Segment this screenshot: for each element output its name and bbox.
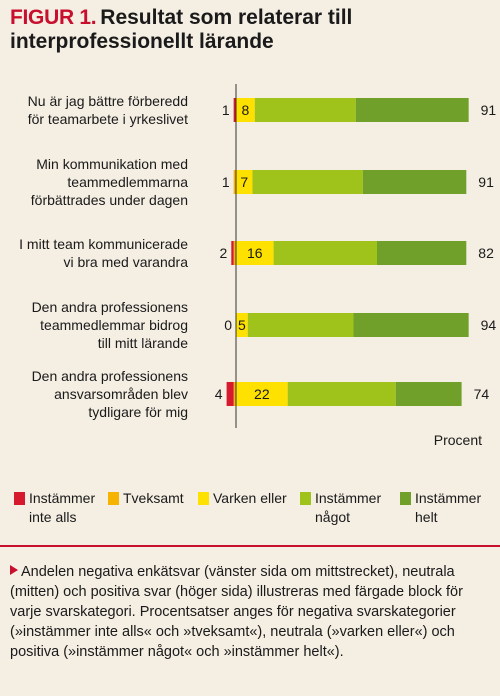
- category-label-0-1: för teamarbete i yrkeslivet: [28, 111, 188, 127]
- negative-label-4: 4: [215, 386, 223, 402]
- legend-swatch-0: [14, 492, 25, 505]
- bar-instammer-inte-alls-0: [233, 98, 236, 122]
- bar-varken-eller-2: [236, 241, 274, 265]
- footnote-text: Andelen negativa enkätsvar (vänster sida…: [10, 564, 463, 660]
- bar-instammer-helt-0: [355, 98, 469, 122]
- legend-label-1-0: Tveksamt: [123, 490, 184, 506]
- neutral-label-1: 7: [240, 174, 248, 190]
- neutral-label-3: 5: [238, 317, 246, 333]
- bar-instammer-nagot-3: [247, 313, 354, 337]
- category-label-1-0: Min kommunikation med: [36, 156, 188, 172]
- category-label-3-0: Den andra professionens: [32, 299, 188, 315]
- bar-instammer-inte-alls-4: [226, 382, 234, 406]
- legend-label-0-1: inte alls: [29, 509, 76, 525]
- category-label-0-0: Nu är jag bättre förberedd: [28, 93, 188, 109]
- neutral-label-4: 22: [254, 386, 270, 402]
- category-label-4-2: tydligare för mig: [88, 404, 188, 420]
- legend-swatch-2: [198, 492, 209, 505]
- legend-label-0-0: Instämmer: [29, 490, 95, 506]
- neutral-label-2: 16: [247, 245, 263, 261]
- bar-instammer-nagot-1: [252, 170, 363, 194]
- title-text: Resultat som relaterar till interprofess…: [10, 6, 353, 53]
- legend-label-4-1: helt: [415, 509, 438, 525]
- legend-swatch-4: [400, 492, 411, 505]
- category-label-2-0: I mitt team kommunicerade: [19, 236, 188, 252]
- positive-label-2: 82: [478, 245, 494, 261]
- positive-label-0: 91: [481, 102, 497, 118]
- neutral-label-0: 8: [242, 102, 250, 118]
- legend-label-2-0: Varken eller: [213, 490, 287, 506]
- legend-label-3-1: något: [315, 509, 350, 525]
- bar-instammer-helt-2: [377, 241, 467, 265]
- category-label-1-2: förbättrades under dagen: [31, 192, 188, 208]
- category-label-4-0: Den andra professionens: [32, 368, 188, 384]
- negative-label-1: 1: [222, 174, 230, 190]
- bar-instammer-nagot-0: [254, 98, 356, 122]
- negative-label-2: 2: [220, 245, 228, 261]
- bar-instammer-inte-alls-2: [231, 241, 234, 265]
- category-label-1-1: teammedlemmarna: [67, 174, 188, 190]
- category-label-4-1: ansvarsområden blev: [54, 386, 188, 402]
- chart-divider: [0, 545, 500, 547]
- legend-label-4-0: Instämmer: [415, 490, 481, 506]
- chart-title: FIGUR 1. Resultat som relaterar till inte…: [10, 6, 490, 54]
- bar-instammer-nagot-4: [287, 382, 396, 406]
- bar-tveksamt-2: [233, 241, 236, 265]
- positive-label-4: 74: [474, 386, 490, 402]
- negative-label-3: 0: [224, 317, 232, 333]
- x-axis-label: Procent: [434, 432, 482, 448]
- footnote: Andelen negativa enkätsvar (vänster sida…: [10, 562, 488, 662]
- legend-swatch-1: [108, 492, 119, 505]
- triangle-bullet-icon: [10, 565, 18, 575]
- positive-label-3: 94: [481, 317, 497, 333]
- bar-varken-eller-3: [236, 313, 248, 337]
- bar-tveksamt-4: [233, 382, 236, 406]
- bar-instammer-helt-4: [395, 382, 462, 406]
- positive-label-1: 91: [478, 174, 494, 190]
- figure-label: FIGUR 1.: [10, 6, 97, 29]
- legend-swatch-3: [300, 492, 311, 505]
- bar-varken-eller-1: [236, 170, 253, 194]
- category-label-3-1: teammedlemmar bidrog: [40, 317, 188, 333]
- legend-label-3-0: Instämmer: [315, 490, 381, 506]
- bar-tveksamt-1: [233, 170, 236, 194]
- negative-label-0: 1: [222, 102, 230, 118]
- bar-instammer-helt-1: [362, 170, 467, 194]
- bar-varken-eller-0: [236, 98, 255, 122]
- bar-instammer-helt-3: [353, 313, 469, 337]
- category-label-3-2: till mitt lärande: [98, 335, 188, 351]
- category-label-2-1: vi bra med varandra: [63, 254, 188, 270]
- bar-varken-eller-4: [236, 382, 288, 406]
- bar-instammer-nagot-2: [273, 241, 377, 265]
